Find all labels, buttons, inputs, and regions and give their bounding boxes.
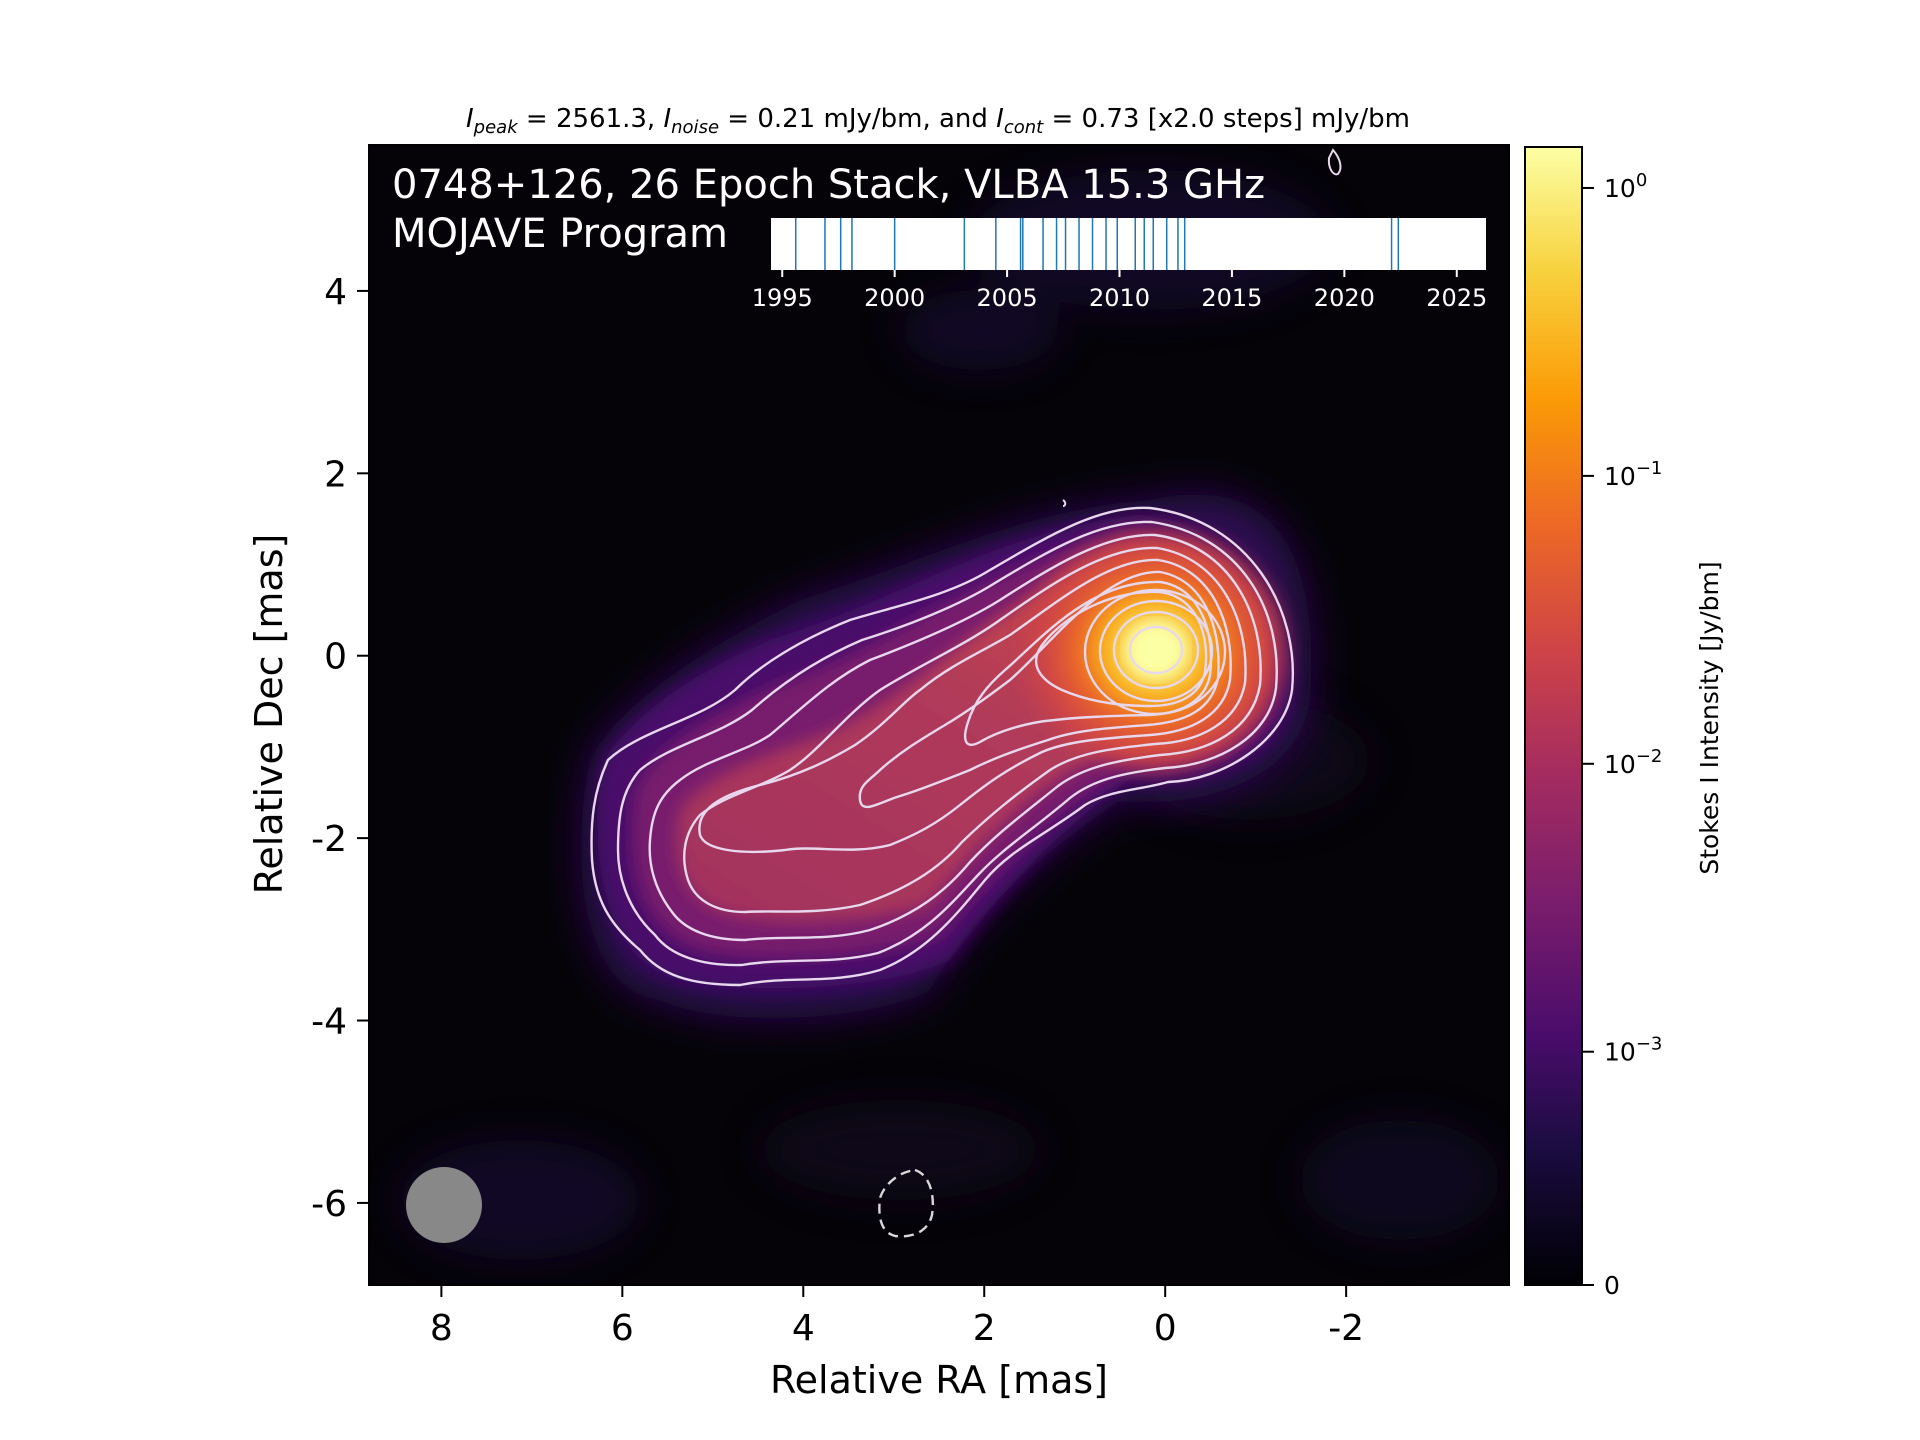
colorbar-label: Stokes I Intensity [Jy/bm] (1695, 561, 1724, 874)
contour-level-6 (858, 570, 1220, 809)
contour-level-7 (964, 580, 1213, 746)
contour-level-12 (1128, 625, 1184, 675)
y-tick-label: 0 (324, 637, 347, 678)
contour-level-5 (698, 558, 1232, 854)
inset-title-line2: MOJAVE Program (392, 211, 728, 257)
x-axis-label: Relative RA [mas] (770, 1358, 1108, 1402)
timeline-ticks: 1995 2000 2005 2010 2015 2020 2025 (752, 270, 1487, 312)
contour-level-2 (616, 520, 1278, 967)
timeline-tick-label: 2000 (864, 284, 925, 312)
image-frame (368, 144, 1510, 1286)
title-peak-value: = 2561.3, (518, 104, 664, 134)
timeline-tick-label: 2015 (1201, 284, 1262, 312)
x-tick-label: 6 (611, 1308, 634, 1349)
title-peak-sub: peak (473, 117, 520, 138)
timeline-tick-label: 2020 (1314, 284, 1375, 312)
contour-level-8 (1034, 590, 1208, 708)
plot-title: Ipeak = 2561.3, Inoise = 0.21 mJy/bm, an… (466, 104, 1410, 138)
contour-level-9 (1083, 588, 1227, 716)
x-tick-label: 4 (792, 1308, 815, 1349)
colorbar-gradient (1525, 147, 1582, 1285)
title-peak-symbol: I (466, 104, 474, 134)
contour-level-3 (648, 533, 1262, 942)
timeline-tick-label: 2025 (1426, 284, 1487, 312)
timeline-tick-label: 2005 (977, 284, 1038, 312)
colorbar-ticks: 0 10−3 10−2 10−1 100 (1582, 170, 1662, 1300)
colorbar-tick-label: 10−3 (1604, 1034, 1662, 1067)
contour-small-mid (1062, 499, 1067, 507)
colorbar: 0 10−3 10−2 10−1 100 Stokes I Intensity [Jy/… (1524, 146, 1724, 1300)
y-axis-label: Relative Dec [mas] (247, 534, 291, 895)
contour-level-11 (1112, 610, 1200, 690)
x-tick-label: 2 (973, 1308, 996, 1349)
inset-title-line1: 0748+126, 26 Epoch Stack, VLBA 15.3 GHz (392, 162, 1265, 208)
title-noise-value: = 0.21 mJy/bm, and (719, 104, 996, 134)
negative-contour (878, 1168, 934, 1238)
colorbar-tick-label: 0 (1604, 1271, 1620, 1300)
beam-ellipse (406, 1167, 482, 1243)
epoch-lines (794, 218, 1400, 270)
contour-level-10 (1098, 599, 1214, 703)
colorbar-tick-label: 10−1 (1604, 458, 1662, 491)
y-tick-label: 4 (324, 272, 347, 313)
contour-level-4 (683, 546, 1247, 914)
y-tick-label: -2 (311, 819, 347, 860)
y-axis-ticks: 4 2 0 -2 -4 -6 (311, 272, 369, 1225)
timeline-box (771, 218, 1486, 270)
y-tick-label: 2 (324, 454, 347, 495)
colorbar-tick-label: 100 (1604, 170, 1647, 203)
x-tick-label: 8 (430, 1308, 453, 1349)
x-tick-label: -2 (1328, 1308, 1364, 1349)
timeline-tick-label: 1995 (752, 284, 813, 312)
title-cont-symbol: I (996, 104, 1004, 134)
title-noise-symbol: I (663, 104, 671, 134)
y-tick-label: -4 (311, 1002, 347, 1043)
title-cont-value: = 0.73 [x2.0 steps] mJy/bm (1043, 104, 1410, 134)
epoch-timeline: 1995 2000 2005 2010 2015 2020 2025 (752, 218, 1487, 312)
contour-lines (590, 148, 1342, 987)
colorbar-frame (1524, 146, 1583, 1286)
y-tick-label: -6 (311, 1184, 347, 1225)
contour-small-top (1327, 148, 1342, 176)
timeline-tick-label: 2010 (1089, 284, 1150, 312)
x-tick-label: 0 (1154, 1308, 1177, 1349)
image-panel: 0748+126, 26 Epoch Stack, VLBA 15.3 GHz … (311, 144, 1510, 1349)
title-cont-sub: cont (1004, 117, 1044, 138)
contour-level-1 (590, 506, 1295, 987)
x-axis-ticks: 8 6 4 2 0 -2 (430, 1285, 1364, 1349)
title-noise-sub: noise (671, 117, 719, 138)
colorbar-tick-label: 10−2 (1604, 746, 1662, 779)
